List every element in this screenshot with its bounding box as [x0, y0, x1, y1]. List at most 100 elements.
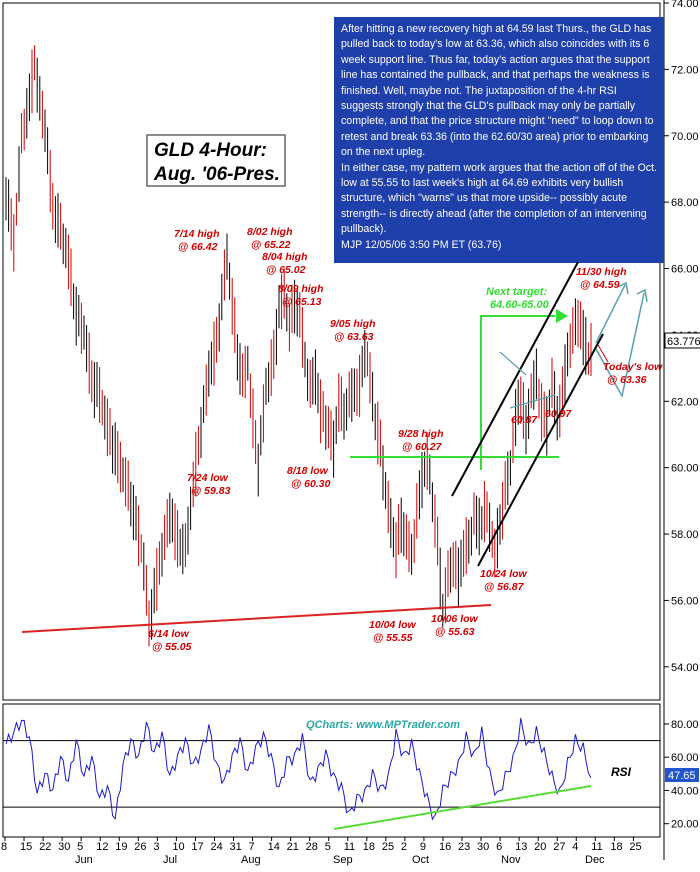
x-month-label: Jul: [163, 854, 177, 866]
projection-arrowhead: [636, 288, 648, 303]
y-tick-label: 70.00: [671, 131, 699, 143]
annotation-label: Today's low: [603, 361, 663, 373]
annotation-value: @ 65.22: [251, 239, 291, 251]
next-target-arrowhead: [556, 309, 568, 323]
annotation-label: 7/14 high: [174, 228, 220, 240]
annotation-value: @ 59.83: [191, 485, 231, 497]
x-tick-label: 3: [153, 841, 159, 853]
rsi-panel-frame: [2, 703, 661, 838]
annotation-value: @ 66.42: [178, 241, 218, 253]
commentary-paragraph-2: In either case, my pattern work argues t…: [341, 161, 658, 236]
title-line-1: GLD 4-Hour:: [154, 140, 267, 161]
projection-path-short: [595, 284, 626, 344]
x-tick-label: 30: [58, 841, 70, 853]
watermark: QCharts: www.MPTrader.com: [306, 719, 460, 731]
x-tick-label: 24: [210, 841, 222, 853]
y-tick-label: 66.00: [671, 264, 699, 276]
wave-line: [509, 394, 556, 409]
x-tick-label: 5: [77, 841, 83, 853]
x-tick-label: 31: [230, 841, 242, 853]
rsi-tick-label: 60.00: [671, 752, 699, 764]
annotation-label: 8/02 high: [247, 226, 293, 238]
x-tick-label: 18: [363, 841, 375, 853]
channel-lower: [477, 333, 604, 567]
annotation-label: 11/30 high: [576, 266, 627, 278]
annotation-label: 7/24 low: [187, 472, 229, 484]
annotation-label: 8/09 high: [278, 283, 324, 295]
annotation-value: @ 64.59: [580, 279, 620, 291]
x-tick-label: 27: [553, 841, 565, 853]
x-tick-label: 28: [306, 841, 318, 853]
commentary-background: [334, 17, 664, 263]
x-tick-label: 15: [20, 841, 32, 853]
x-tick-label: 17: [191, 841, 203, 853]
annotation-label: 10/24 low: [480, 568, 528, 580]
rsi-line: [5, 717, 592, 821]
annotation-label: 8/18 low: [287, 465, 329, 477]
x-tick-label: 13: [515, 841, 527, 853]
wave-line: [499, 351, 527, 376]
x-tick-label: 7: [249, 841, 255, 853]
rsi-last-tag-box: [665, 768, 699, 782]
rsi-tick-label: 40.00: [671, 785, 699, 797]
y-tick-label: 56.00: [671, 595, 699, 607]
annotation-value: @ 60.27: [402, 441, 443, 453]
price-last-tag-box: [664, 332, 700, 349]
x-tick-label: 18: [610, 841, 622, 853]
annotations: 7/14 high@ 66.42 8/02 high@ 65.228/04 hig…: [148, 226, 663, 653]
y-tick-label: 54.00: [671, 662, 699, 674]
x-tick-label: 26: [134, 841, 146, 853]
rsi-last-tag: 47.65: [668, 770, 696, 782]
next-target-range: 64.60-65.00: [490, 299, 550, 311]
x-tick-label: 11: [344, 841, 355, 853]
y-tick-label: 60.00: [671, 463, 699, 475]
y-tick-label: 74.00: [671, 0, 699, 10]
y-tick-label: 58.00: [671, 529, 699, 541]
x-tick-label: 25: [629, 841, 641, 853]
annotation-value: @ 65.13: [282, 296, 322, 308]
annotation-label: 6/14 low: [148, 628, 190, 640]
inline-label: 60.97: [545, 408, 572, 420]
x-tick-label: 6: [496, 841, 502, 853]
x-tick-label: 12: [96, 841, 108, 853]
x-tick-label: 30: [477, 841, 489, 853]
annotation-value: @ 56.87: [484, 581, 525, 593]
annotation-label: 10/04 low: [369, 619, 417, 631]
x-month-label: Dec: [585, 854, 605, 866]
next-target-label: Next target:: [486, 286, 547, 298]
channel-upper: [451, 261, 579, 497]
commentary-paragraph-1: After hitting a new recovery high at 64.…: [341, 23, 654, 159]
annotation-value: @ 65.02: [266, 264, 306, 276]
price-last-tag: 63.776: [667, 336, 700, 348]
annotation-value: @ 60.30: [291, 478, 331, 490]
x-tick-label: 21: [287, 841, 299, 853]
commentary-signature: MJP 12/05/06 3:50 PM ET (63.76): [341, 238, 502, 251]
x-axis: 8 15 22 30 5 12 19 26 3 10 17 24 31 7 14 21 28 5 11 18 25 2 9 1…: [1, 837, 642, 866]
x-month-label: Oct: [412, 854, 429, 866]
rsi-trendline: [333, 785, 592, 830]
x-tick-label: 23: [458, 841, 470, 853]
annotation-value: @ 63.36: [607, 374, 647, 386]
rsi-tick-label: 20.00: [671, 819, 699, 831]
y-tick-label: 62.00: [671, 396, 699, 408]
support-trendline: [21, 604, 492, 633]
x-month-label: Sep: [333, 854, 353, 866]
annotation-label: 9/05 high: [330, 318, 376, 330]
x-tick-label: 16: [439, 841, 451, 853]
x-tick-label: 14: [268, 841, 280, 853]
x-tick-label: 25: [382, 841, 394, 853]
annotation-value: @ 55.63: [435, 626, 475, 638]
price-panel-frame: [2, 2, 661, 701]
annotation-value: @ 63.63: [334, 331, 374, 343]
x-tick-label: 4: [572, 841, 578, 853]
rsi-panel: 80.00 60.00 40.00 20.00 RSI 47.65 QCharts: www…: [3, 717, 699, 831]
x-tick-label: 19: [115, 841, 127, 853]
x-tick-label: 22: [39, 841, 51, 853]
projection-path: [595, 292, 645, 399]
title-line-2: Aug. '06-Pres.: [153, 164, 280, 185]
y-tick-label: 72.00: [671, 64, 699, 76]
x-tick-label: 9: [420, 841, 426, 853]
x-tick-label: 5: [325, 841, 331, 853]
